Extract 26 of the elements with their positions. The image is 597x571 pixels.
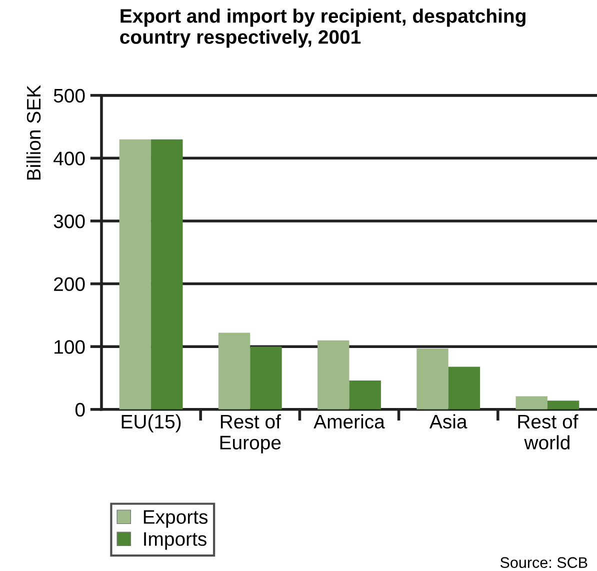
x-tick-label: Asia: [429, 414, 468, 429]
bar: [416, 348, 448, 410]
bar: [318, 340, 350, 410]
x-tick-label: Rest of world: [518, 414, 578, 450]
y-tick-label: 500: [54, 88, 85, 103]
y-tick-label: 100: [54, 340, 85, 354]
bar: [547, 400, 580, 410]
bar: [349, 380, 381, 410]
bar: [119, 139, 152, 410]
x-tick-label: America: [314, 414, 385, 429]
bar: [516, 396, 548, 410]
y-tick-label: 200: [54, 277, 85, 292]
source-note: Source: SCB: [500, 557, 588, 568]
x-tick-label: Rest of Europe: [220, 414, 281, 454]
y-tick-label: 400: [54, 152, 85, 166]
y-tick-label: 0: [75, 402, 85, 417]
chart-title: Export and import by recipient, despatching country respectively, 2001: [120, 8, 526, 48]
legend-label: Exports: [144, 510, 208, 528]
y-axis-title: Billion SEK: [26, 85, 41, 180]
bar: [218, 332, 250, 410]
legend-label: Imports: [144, 532, 206, 550]
bar: [151, 139, 183, 410]
bar: [250, 346, 282, 410]
x-tick-label: EU(15): [122, 414, 181, 432]
y-tick-label: 300: [54, 214, 85, 228]
bar: [448, 366, 480, 410]
